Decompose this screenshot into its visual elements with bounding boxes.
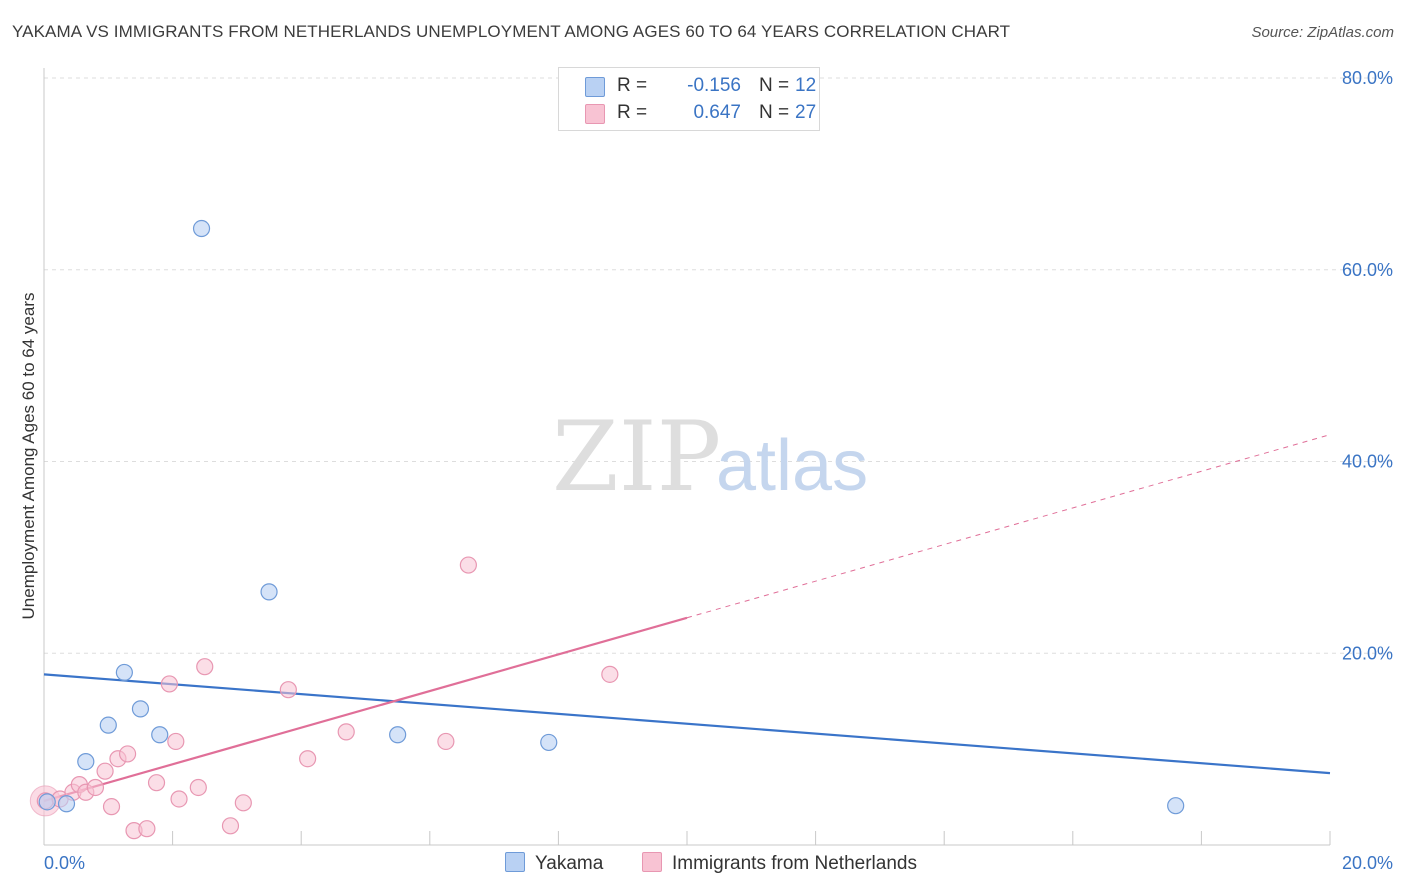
yakama-point — [115, 663, 133, 682]
yakama-point — [192, 219, 211, 238]
yakama-point — [38, 793, 56, 811]
netherlands-legend-label: Immigrants from Netherlands — [672, 853, 917, 874]
yakama-point — [131, 700, 150, 718]
yakama-point — [77, 752, 95, 771]
bottom-legend-yakama: Yakama — [505, 852, 603, 875]
correlation-legend: R = -0.156 N = 12 R = 0.647 N = 27 — [558, 67, 820, 131]
r-value: 0.647 — [693, 102, 741, 123]
netherlands-point — [299, 750, 317, 768]
watermark-atlas: atlas — [716, 426, 868, 506]
netherlands-point — [96, 762, 114, 780]
tick-labels: 20.0% 40.0% 60.0% 80.0% 0.0% 20.0% — [44, 68, 1393, 873]
netherlands-point — [118, 745, 137, 763]
yakama-point — [99, 716, 117, 734]
netherlands-point — [337, 723, 355, 741]
r-label: R = — [617, 75, 648, 96]
yakama-point — [260, 583, 278, 601]
netherlands-point — [170, 790, 188, 808]
netherlands-point — [234, 794, 252, 812]
y-tick-label: 20.0% — [1342, 643, 1393, 663]
netherlands-point — [221, 817, 240, 835]
netherlands-point — [459, 556, 477, 574]
x-tick-label: 20.0% — [1342, 853, 1393, 873]
source-credit: Source: ZipAtlas.com — [1251, 24, 1394, 41]
x-tick-label: 0.0% — [44, 853, 85, 873]
netherlands-swatch — [585, 104, 605, 124]
trend-lines — [43, 434, 1331, 802]
axes — [43, 68, 1331, 846]
n-label: N = — [759, 75, 790, 96]
n-label: N = — [759, 102, 790, 123]
y-tick-label: 80.0% — [1342, 68, 1393, 88]
n-value: 27 — [795, 102, 817, 123]
netherlands-point — [86, 778, 105, 797]
watermark-zip: ZIP — [552, 401, 721, 513]
yakama-point — [540, 733, 558, 752]
netherlands-point — [102, 798, 121, 816]
netherlands-point — [160, 675, 178, 693]
yakama-point — [151, 726, 169, 744]
bottom-legend-netherlands: Immigrants from Netherlands — [642, 852, 917, 875]
y-tick-label: 60.0% — [1342, 260, 1393, 280]
yakama-point — [389, 726, 407, 744]
netherlands-swatch — [642, 852, 662, 872]
netherlands-point — [147, 774, 166, 792]
netherlands-point — [437, 732, 455, 751]
netherlands-point — [196, 658, 214, 676]
yakama-point — [57, 795, 76, 813]
netherlands-point — [279, 681, 297, 699]
y-tick-label: 40.0% — [1342, 452, 1393, 472]
netherlands-point — [601, 665, 619, 683]
chart-title: YAKAMA VS IMMIGRANTS FROM NETHERLANDS UN… — [12, 22, 1011, 41]
yakama-swatch — [505, 852, 525, 872]
netherlands-point — [138, 820, 156, 838]
netherlands-point — [167, 732, 185, 751]
data-points — [29, 219, 1185, 840]
netherlands-trend-extension — [686, 434, 1331, 619]
gridlines — [44, 77, 1392, 654]
n-value: 12 — [795, 75, 817, 96]
netherlands-point — [189, 778, 207, 797]
yakama-point — [1167, 797, 1185, 815]
yakama-trend-line — [43, 673, 1331, 775]
netherlands-trend-line — [43, 616, 688, 802]
r-label: R = — [617, 102, 648, 123]
yakama-swatch — [585, 77, 605, 97]
yakama-legend-label: Yakama — [535, 853, 604, 874]
r-value: -0.156 — [687, 75, 741, 96]
